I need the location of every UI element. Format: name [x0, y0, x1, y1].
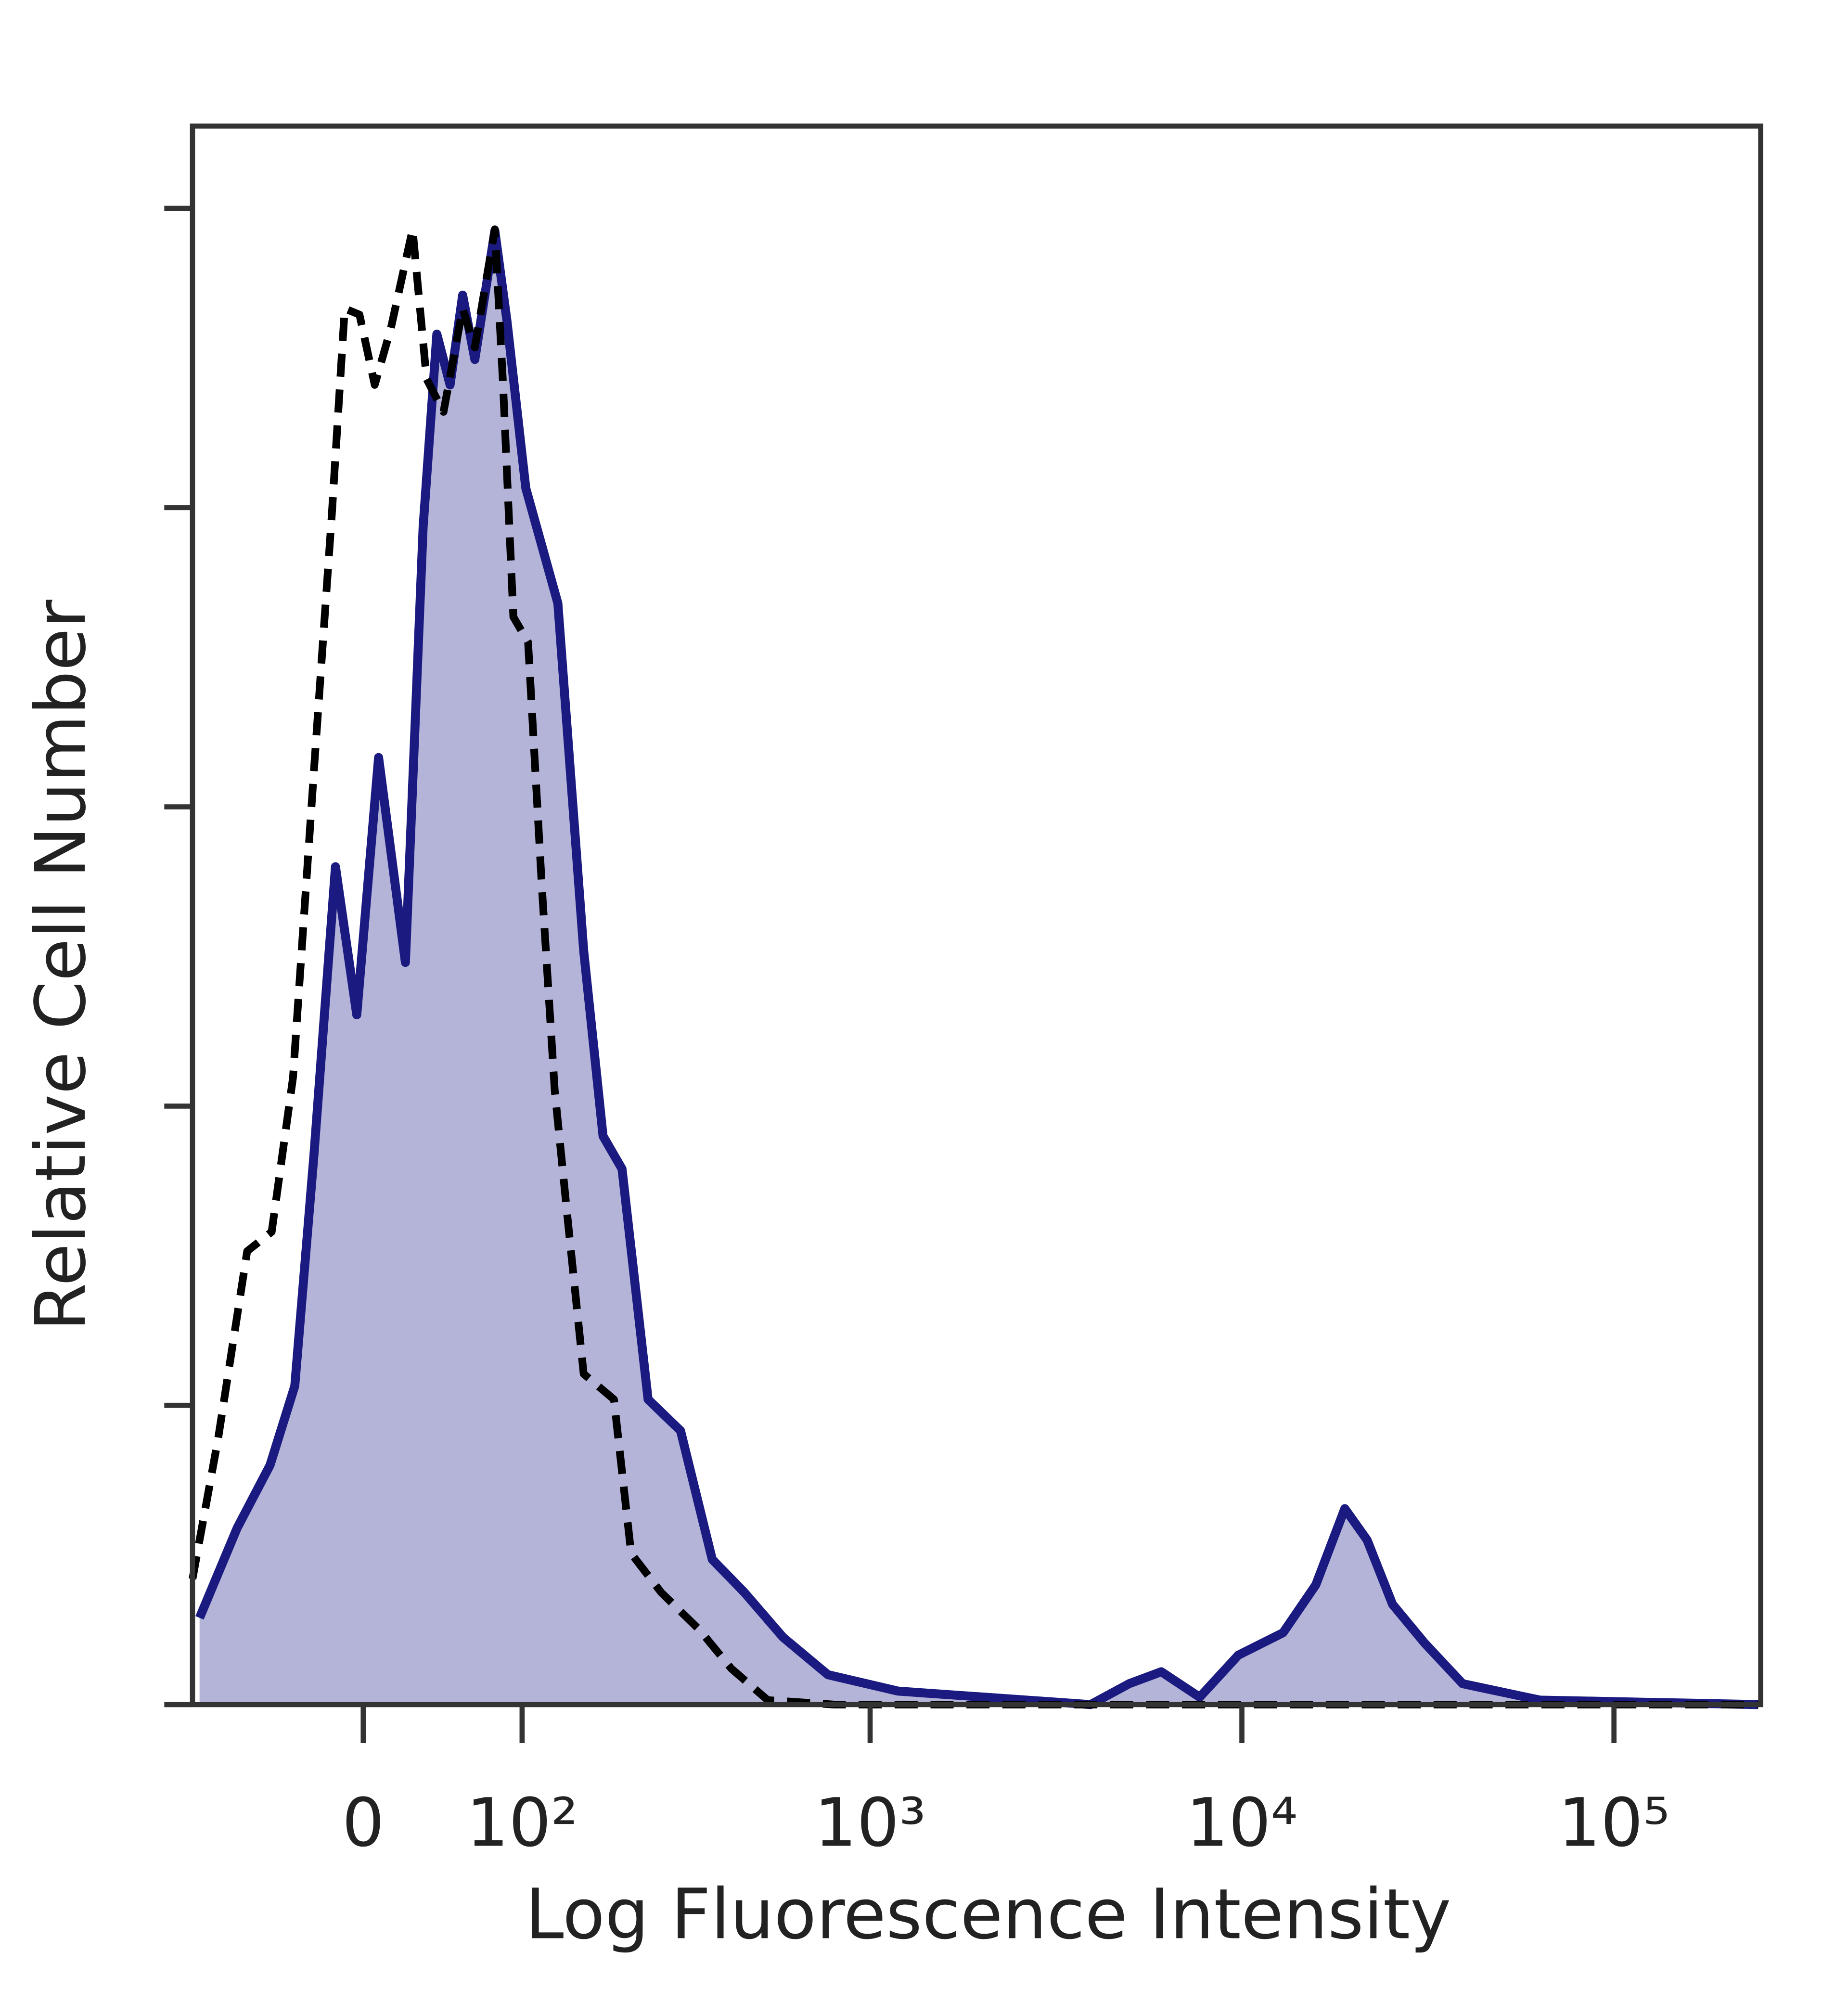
- x-axis-label: Log Fluorescence Intensity: [525, 1874, 1451, 1954]
- histogram-line: [195, 226, 1758, 1709]
- y-axis-label: Relative Cell Number: [20, 599, 101, 1331]
- x-tick-label: 10⁵: [1558, 1784, 1670, 1861]
- x-tick-label: 10³: [814, 1784, 926, 1861]
- histogram-line-dashed: [189, 225, 1758, 1708]
- x-tick-label: 10²: [466, 1784, 578, 1861]
- plot-frame: [190, 123, 1763, 1707]
- x-tick-label: 10⁴: [1186, 1784, 1298, 1861]
- x-tick-label: 0: [342, 1784, 385, 1861]
- histogram-area: [199, 231, 1758, 1705]
